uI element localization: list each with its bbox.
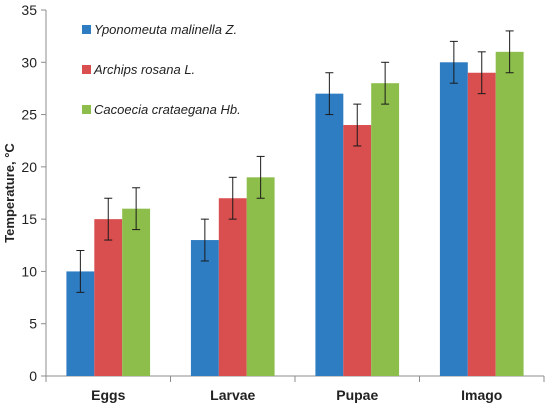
bar: [122, 208, 151, 376]
legend-swatch: [82, 105, 91, 114]
y-tick-label: 30: [21, 54, 37, 70]
bar: [218, 198, 247, 376]
error-bars: [76, 30, 514, 293]
y-tick-label: 0: [29, 368, 37, 384]
legend-swatch: [82, 25, 91, 34]
bars: [66, 51, 524, 377]
x-tick-label: Eggs: [91, 387, 125, 403]
bar: [190, 240, 219, 376]
bar: [343, 125, 372, 377]
y-tick-label: 15: [21, 211, 37, 227]
bar: [495, 51, 524, 376]
x-tick-label: Larvae: [210, 387, 255, 403]
bar: [467, 72, 496, 376]
legend-label: Cacoecia crataegana Hb.: [94, 102, 241, 117]
legend: Yponomeuta malinella Z. Archips rosana L.…: [82, 22, 241, 117]
legend-label: Archips rosana L.: [93, 62, 195, 77]
x-tick-label: Imago: [461, 387, 502, 403]
bar: [315, 93, 344, 377]
y-tick-label: 20: [21, 159, 37, 175]
y-tick-label: 10: [21, 263, 37, 279]
y-tick-label: 35: [21, 2, 37, 18]
bar: [246, 177, 275, 376]
x-tick-label: Pupae: [336, 387, 378, 403]
legend-swatch: [82, 65, 91, 74]
bar: [94, 219, 123, 376]
y-axis: 0 5 10 15 20 25 30 35: [21, 2, 47, 384]
legend-label: Yponomeuta malinella Z.: [94, 22, 237, 37]
bar: [371, 83, 400, 376]
y-axis-label: Temperature, °C: [2, 143, 17, 243]
y-tick-label: 25: [21, 107, 37, 123]
bar: [439, 62, 468, 377]
y-tick-label: 5: [29, 316, 37, 332]
x-axis: Eggs Larvae Pupae Imago: [45, 375, 545, 403]
